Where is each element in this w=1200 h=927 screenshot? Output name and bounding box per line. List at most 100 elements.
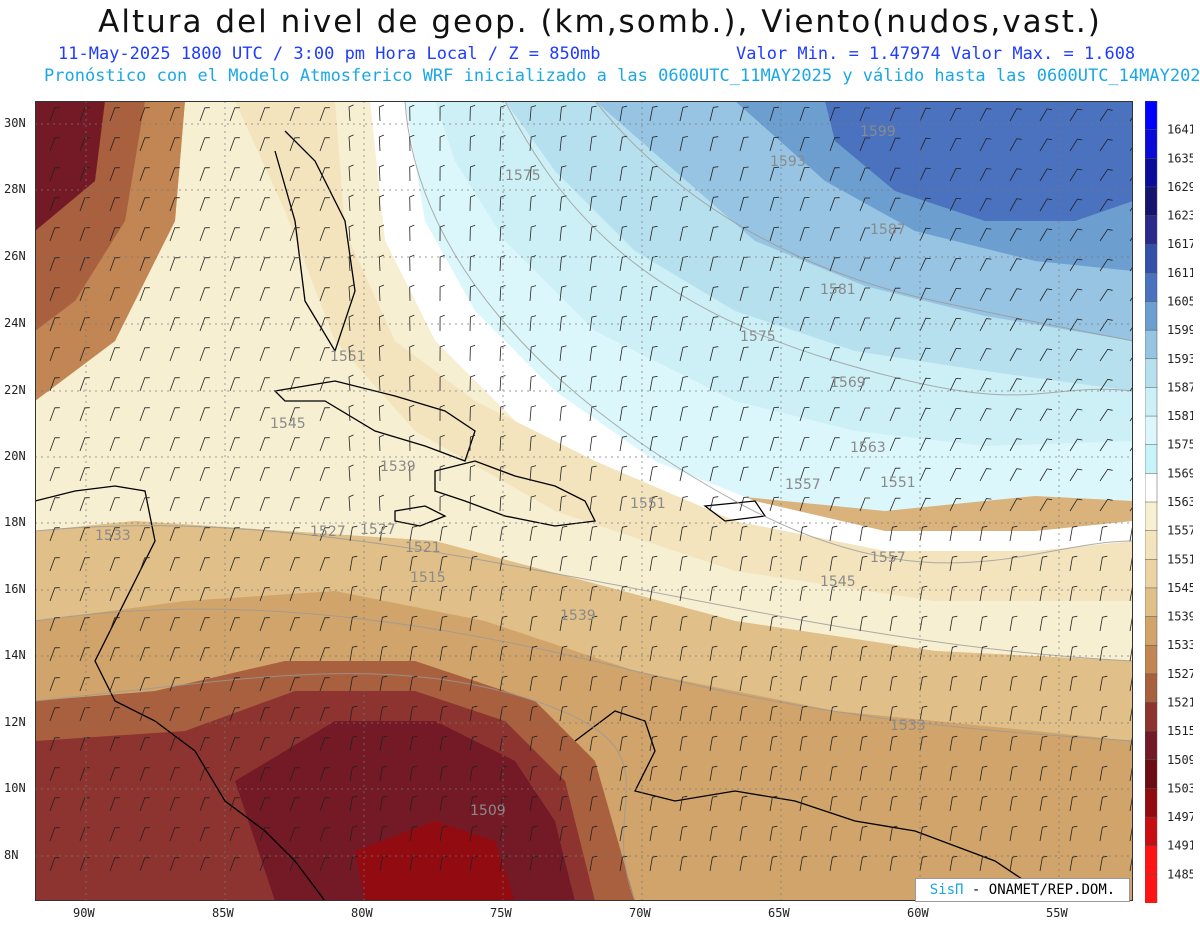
wind-barb <box>259 587 270 602</box>
wind-barb <box>1009 645 1018 662</box>
wind-barb <box>289 287 300 302</box>
wind-barb <box>889 377 901 392</box>
wind-barb <box>739 496 749 512</box>
wind-barb <box>229 347 240 362</box>
wind-barb <box>559 105 567 122</box>
wind-barb <box>169 107 180 122</box>
wind-barb <box>319 527 330 542</box>
wind-barb <box>919 525 928 542</box>
wind-barb <box>378 224 385 242</box>
wind-barb <box>1069 765 1078 782</box>
wind-barb <box>679 825 688 842</box>
wind-barb <box>679 675 688 692</box>
wind-barb <box>378 464 385 482</box>
contour-label: 1587 <box>870 222 906 238</box>
colorbar-swatch <box>1145 559 1158 589</box>
wind-barb <box>799 615 808 632</box>
wind-barb <box>409 615 418 632</box>
wind-barb <box>889 615 898 632</box>
wind-barb <box>259 617 270 632</box>
colorbar-swatch <box>1145 587 1158 618</box>
wind-barb <box>859 825 868 842</box>
wind-barb <box>289 467 300 482</box>
wind-barb <box>649 405 658 422</box>
wind-barb <box>919 705 928 722</box>
wind-barb <box>169 707 180 722</box>
wind-barb <box>49 857 60 872</box>
wind-barb <box>919 347 931 362</box>
wind-barb <box>439 464 445 482</box>
wind-barb <box>319 617 330 632</box>
wind-barb <box>769 675 778 692</box>
wind-barb <box>919 795 928 812</box>
wind-barb <box>769 226 780 242</box>
wind-barb <box>199 257 210 272</box>
wind-barb <box>529 345 537 362</box>
wind-barb <box>379 645 388 662</box>
wind-barb <box>949 287 962 302</box>
wind-barb <box>199 317 210 332</box>
wind-barb <box>1099 198 1113 212</box>
wind-barb <box>169 767 180 782</box>
wind-barb <box>259 197 270 212</box>
colorbar-swatch <box>1145 272 1158 303</box>
wind-barb <box>739 406 749 422</box>
wind-barb <box>109 167 120 182</box>
colorbar-swatch <box>1145 329 1158 360</box>
wind-barb <box>649 735 658 752</box>
wind-barb <box>679 705 688 722</box>
wind-barb <box>829 407 840 422</box>
wind-barb <box>139 857 150 872</box>
wind-barb <box>829 347 840 362</box>
wind-barb <box>739 855 748 872</box>
wind-barb <box>439 705 448 722</box>
wind-barb <box>529 825 538 842</box>
wind-barb <box>859 317 871 332</box>
wind-barb <box>769 795 778 812</box>
wind-barb <box>1039 555 1048 572</box>
wind-barb <box>289 197 300 212</box>
colorbar-swatch <box>1145 759 1158 790</box>
wind-barb <box>829 795 838 812</box>
wind-barb <box>559 165 567 182</box>
wind-barb <box>499 225 506 242</box>
wind-barb <box>79 107 90 122</box>
colorbar-level: 1569 <box>1167 466 1193 480</box>
wind-barb <box>799 467 810 482</box>
wind-barb <box>49 707 60 722</box>
wind-barb <box>709 226 719 242</box>
wind-barb <box>1039 168 1053 182</box>
colorbar-swatch <box>1145 301 1158 331</box>
wind-barb <box>289 407 300 422</box>
wind-barb <box>469 134 476 152</box>
wind-barb <box>859 377 871 392</box>
wind-barb <box>529 135 537 152</box>
colorbar-level: 1629 <box>1167 180 1193 194</box>
wind-barb <box>1039 795 1048 812</box>
wind-barb <box>229 677 240 692</box>
wind-barb <box>139 797 150 812</box>
wind-barb <box>409 434 415 452</box>
wind-barb <box>829 855 838 872</box>
wind-barb <box>499 405 506 422</box>
wind-barb <box>79 767 90 782</box>
colorbar-level: 1575 <box>1167 438 1193 452</box>
wind-barb <box>439 374 445 392</box>
wind-barb <box>979 228 992 242</box>
wind-barb <box>348 194 354 212</box>
wind-barb <box>199 137 210 152</box>
wind-barb <box>769 645 778 662</box>
wind-barb <box>379 735 388 752</box>
wind-barb <box>409 494 415 512</box>
lat-label: 14N <box>4 648 26 662</box>
wind-barb <box>559 615 568 632</box>
wind-barb <box>139 527 150 542</box>
lat-label: 8N <box>4 848 19 862</box>
wind-barb <box>979 168 992 182</box>
wind-barb <box>379 525 388 542</box>
wind-barb <box>859 735 868 752</box>
wind-barb <box>589 255 597 272</box>
contour-labels: 1599 1593 1587 1581 1575 1575 1569 1563 1557 1557… <box>95 124 926 819</box>
wind-barb <box>919 555 928 572</box>
wind-barb <box>949 137 962 152</box>
